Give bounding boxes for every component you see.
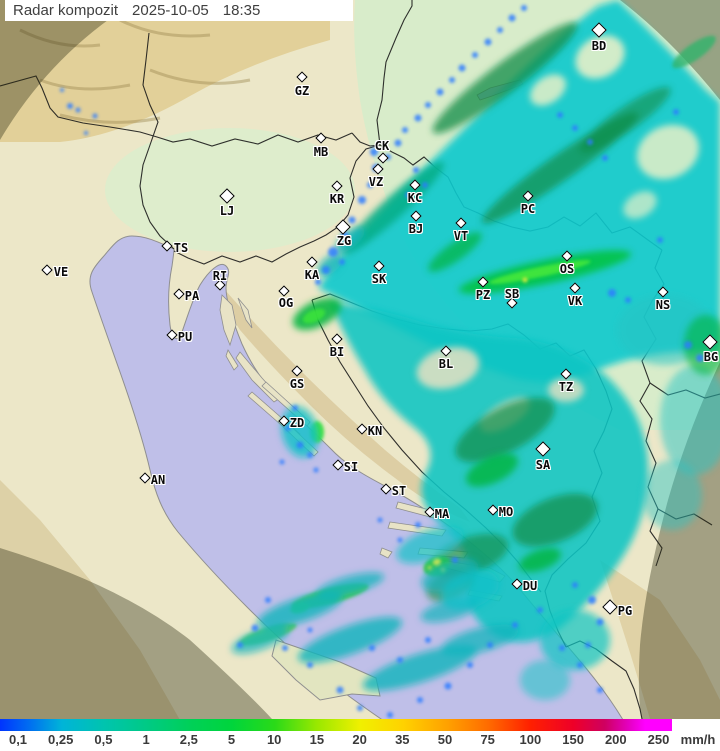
- city-label-PZ: PZ: [475, 288, 491, 302]
- city-label-BG: BG: [703, 350, 719, 364]
- city-label-MO: MO: [498, 505, 514, 519]
- title-bar: Radar kompozit 2025-10-05 18:35: [5, 0, 353, 21]
- city-label-SK: SK: [371, 272, 387, 286]
- city-label-VE: VE: [53, 265, 69, 279]
- legend-value-10: 50: [437, 732, 453, 747]
- legend-unit-label: mm/h: [680, 732, 716, 747]
- city-label-KN: KN: [367, 424, 383, 438]
- city-label-ZG: ZG: [336, 234, 352, 248]
- legend-value-11: 75: [480, 732, 495, 747]
- legend-value-15: 250: [647, 732, 670, 747]
- city-label-BL: BL: [438, 357, 454, 371]
- legend: 0,1 0,25 0,5 1 2,5 5 10 15 20 35 50 75 100 150 200 250 …: [0, 719, 720, 751]
- legend-value-7: 15: [309, 732, 325, 747]
- city-label-ST: ST: [391, 484, 407, 498]
- city-label-PG: PG: [617, 604, 633, 618]
- city-label-PC: PC: [520, 202, 536, 216]
- city-label-TZ: TZ: [558, 380, 574, 394]
- city-label-KR: KR: [329, 192, 345, 206]
- precipitation-layer: [60, 0, 720, 718]
- city-label-OG: OG: [278, 296, 294, 310]
- city-label-VK: VK: [567, 294, 583, 308]
- city-label-PA: PA: [184, 289, 200, 303]
- city-label-DU: DU: [522, 579, 538, 593]
- city-label-MA: MA: [434, 507, 450, 521]
- legend-value-9: 35: [395, 732, 410, 747]
- city-label-BI: BI: [329, 345, 345, 359]
- legend-value-12: 100: [519, 732, 542, 747]
- city-label-GZ: GZ: [294, 84, 310, 98]
- legend-value-1: 0,25: [48, 732, 74, 747]
- title-time: 18:35: [222, 2, 261, 19]
- radar-map-svg: [0, 0, 720, 719]
- legend-value-14: 200: [604, 732, 627, 747]
- city-label-SA: SA: [535, 458, 551, 472]
- city-label-RI: RI: [212, 269, 228, 283]
- title-date: 2025-10-05: [132, 2, 209, 19]
- legend-value-3: 1: [142, 732, 150, 747]
- legend-value-8: 20: [352, 732, 367, 747]
- city-label-KA: KA: [304, 268, 320, 282]
- legend-labels: 0,1 0,25 0,5 1 2,5 5 10 15 20 35 50 75 100 150 200 250: [0, 731, 720, 751]
- legend-value-4: 2,5: [179, 732, 198, 747]
- city-label-KC: KC: [407, 191, 423, 205]
- city-label-PU: PU: [177, 330, 193, 344]
- legend-color-scale: [0, 719, 672, 731]
- city-label-VZ: VZ: [368, 175, 384, 189]
- city-label-BD: BD: [591, 39, 607, 53]
- city-label-VT: VT: [453, 229, 469, 243]
- city-label-NS: NS: [655, 298, 671, 312]
- legend-value-0: 0,1: [8, 732, 28, 747]
- city-label-OS: OS: [559, 262, 575, 276]
- city-label-CK: CK: [374, 139, 390, 153]
- legend-value-13: 150: [562, 732, 584, 747]
- app-title: Radar kompozit: [13, 2, 119, 19]
- city-label-SB: SB: [504, 287, 520, 301]
- blue-speckles: [60, 5, 704, 718]
- legend-value-5: 5: [227, 732, 236, 747]
- city-label-LJ: LJ: [219, 204, 235, 218]
- city-label-ZD: ZD: [289, 416, 305, 430]
- city-label-SI: SI: [343, 460, 359, 474]
- legend-value-2: 0,5: [94, 732, 113, 747]
- radar-map: BD GZ MB CK VZ KR KC LJ BJ VT PC ZG TS OS VE KA SK RI PA OG…: [0, 0, 720, 719]
- city-label-AN: AN: [150, 473, 166, 487]
- city-label-GS: GS: [289, 377, 305, 391]
- city-label-MB: MB: [313, 145, 329, 159]
- city-label-BJ: BJ: [408, 222, 424, 236]
- city-label-TS: TS: [173, 241, 189, 255]
- legend-value-6: 10: [266, 732, 282, 747]
